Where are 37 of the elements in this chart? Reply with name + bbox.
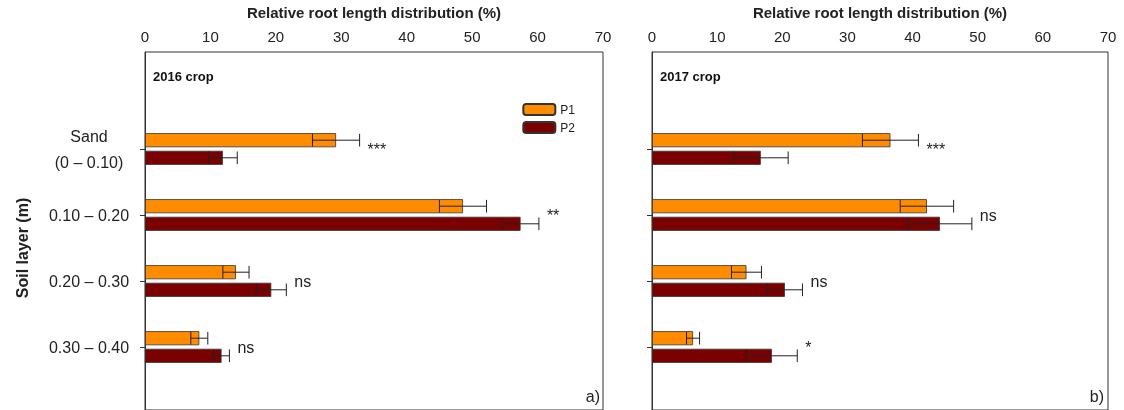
- text: a): [585, 387, 601, 405]
- y-axis-title: Soil layer (m): [13, 197, 31, 299]
- x-tick-label: 40: [398, 28, 416, 45]
- y-tick-label: 0.30 – 0.40: [48, 338, 130, 356]
- x-tick-label: 0: [140, 28, 150, 45]
- x-tick-label: 40: [904, 28, 921, 45]
- x-tick-label: 50: [969, 28, 987, 45]
- x-tick-label: 10: [708, 28, 726, 45]
- annotation: ns: [979, 206, 997, 224]
- x-tick-label: 70: [594, 28, 612, 45]
- x-tick-label: 20: [267, 28, 285, 45]
- x-tick-label: 50: [463, 28, 481, 45]
- annotation: *: [805, 338, 812, 356]
- x-tick-label: 70: [1099, 28, 1117, 45]
- x-tick-label: 60: [1034, 28, 1052, 45]
- legend-label: P1: [560, 102, 576, 117]
- x-tick-label: 0: [647, 28, 657, 45]
- annotation: ns: [237, 338, 255, 356]
- x-tick-label: 20: [773, 28, 791, 45]
- x-tick-label: 60: [529, 28, 546, 45]
- legend-label: P2: [560, 120, 576, 135]
- text: b): [1089, 387, 1105, 405]
- y-tick-label: 0.20 – 0.30: [48, 272, 130, 290]
- annotation: ***: [926, 140, 946, 158]
- annotation: ns: [810, 272, 828, 290]
- x-axis-title: Relative root length distribution (%): [752, 4, 1008, 21]
- x-tick-label: 30: [332, 28, 350, 45]
- annotation: **: [546, 206, 560, 224]
- x-tick-label: 30: [839, 28, 856, 45]
- y-tick-label: Sand (0 – 0.10): [54, 127, 124, 171]
- annotation: ***: [367, 140, 387, 158]
- y-tick-label: 0.10 – 0.20: [48, 206, 130, 224]
- x-tick-label: 10: [202, 28, 219, 45]
- chart-subtitle: 2017 crop: [660, 69, 721, 84]
- chart-subtitle: 2016 crop: [153, 69, 214, 84]
- annotation: ns: [294, 272, 312, 290]
- x-axis-title: Relative root length distribution (%): [246, 4, 502, 21]
